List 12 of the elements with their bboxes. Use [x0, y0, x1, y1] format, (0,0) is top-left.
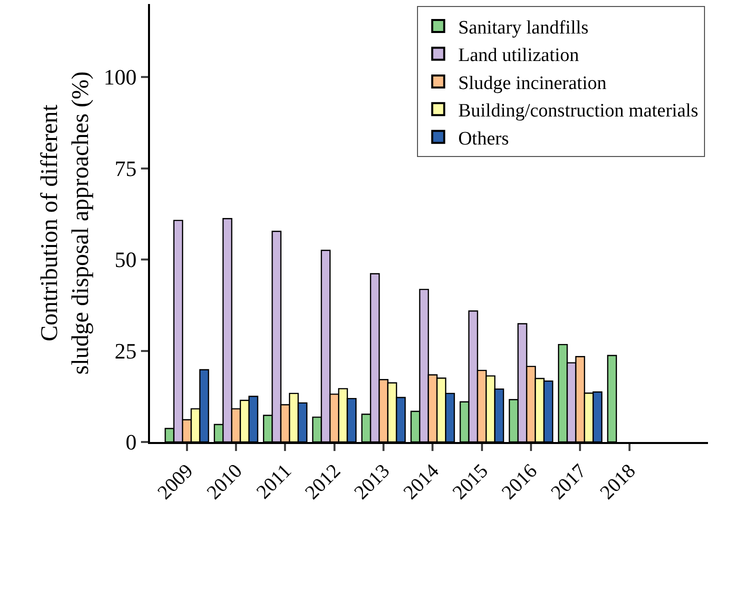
legend-label: Sludge incineration	[458, 72, 607, 94]
legend-label: Sanitary landfills	[458, 17, 589, 38]
y-axis-title: Contribution of different sludge disposal approaches (%)	[37, 71, 94, 375]
legend-label: Others	[458, 128, 509, 150]
legend-label: Building/construction materials	[458, 100, 698, 122]
y-tick-label: 50	[114, 247, 137, 272]
legend-label: Land utilization	[458, 45, 580, 66]
y-tick-label: 75	[114, 156, 137, 181]
y-tick-label: 100	[104, 64, 137, 90]
y-tick-label: 25	[114, 338, 137, 364]
x-tick-label: 2011	[252, 460, 296, 504]
y-tick-label: 0	[126, 430, 137, 455]
